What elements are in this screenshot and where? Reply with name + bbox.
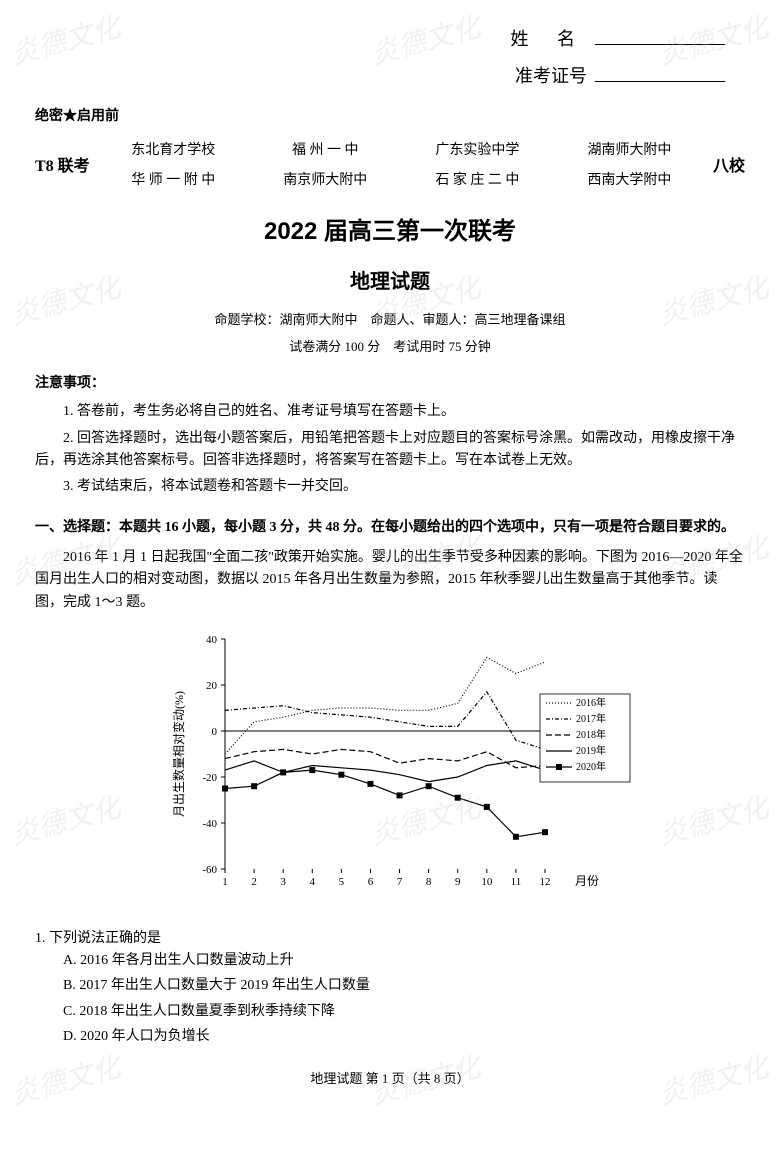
svg-text:月份: 月份 [575,874,599,888]
notice-item: 2. 回答选择题时，选出每小题答案后，用铅笔把答题卡上对应题目的答案标号涂黑。如… [35,428,745,473]
sub-title: 地理试题 [35,266,745,298]
school-name: 华 师 一 附 中 [105,170,242,192]
svg-text:2019年: 2019年 [576,744,606,757]
svg-text:-20: -20 [202,772,217,784]
header-fields: 姓 名 准考证号 [35,25,745,91]
school-name: 湖南师大附中 [561,140,698,162]
exam-label-right: 八校 [713,154,745,180]
name-label: 姓 名 [511,29,588,49]
svg-text:20: 20 [206,680,218,692]
main-title: 2022 届高三第一次联考 [35,213,745,251]
option-item: A. 2016 年各月出生人口数量波动上升 [63,950,745,972]
school-name: 西南大学附中 [561,170,698,192]
section1-title: 一、选择题：本题共 16 小题，每小题 3 分，共 48 分。在每小题给出的四个… [35,517,745,539]
svg-text:月出生数量相对变动(%): 月出生数量相对变动(%) [171,691,186,817]
svg-text:12: 12 [540,876,551,888]
option-item: C. 2018 年出生人口数量夏季到秋季持续下降 [63,1001,745,1023]
svg-text:2017年: 2017年 [576,712,606,725]
page-footer: 地理试题 第 1 页（共 8 页） [35,1069,745,1090]
q1-options: A. 2016 年各月出生人口数量波动上升 B. 2017 年出生人口数量大于 2… [35,950,745,1049]
school-name: 广东实验中学 [409,140,546,162]
info-author: 命题学校：湖南师大附中 命题人、审题人：高三地理备课组 [35,310,745,331]
svg-text:10: 10 [481,876,493,888]
option-item: D. 2020 年人口为负增长 [63,1026,745,1048]
school-name: 福 州 一 中 [257,140,394,162]
name-field: 姓 名 [35,25,725,54]
svg-text:1: 1 [222,876,228,888]
school-name: 东北育才学校 [105,140,242,162]
birth-chart: -60-40-2002040123456789101112月份月出生数量相对变动… [165,624,645,904]
q1-stem: 1. 下列说法正确的是 [35,928,745,950]
svg-text:2016年: 2016年 [576,696,606,709]
svg-text:7: 7 [397,876,403,888]
option-item: B. 2017 年出生人口数量大于 2019 年出生人口数量 [63,975,745,997]
svg-text:4: 4 [310,876,316,888]
svg-text:9: 9 [455,876,461,888]
info-score: 试卷满分 100 分 考试用时 75 分钟 [35,337,745,358]
svg-text:-60: -60 [202,864,217,876]
svg-text:11: 11 [511,876,522,888]
svg-text:2: 2 [251,876,257,888]
svg-text:0: 0 [212,726,218,738]
exam-schools-row: T8 联考 东北育才学校福 州 一 中广东实验中学湖南师大附中华 师 一 附 中… [35,140,745,193]
notice-item: 3. 考试结束后，将本试题卷和答题卡一并交回。 [35,476,745,498]
svg-text:6: 6 [368,876,374,888]
exam-label-left: T8 联考 [35,154,90,180]
notice-item: 1. 答卷前，考生务必将自己的姓名、准考证号填写在答题卡上。 [35,401,745,423]
svg-text:8: 8 [426,876,432,888]
confidential-label: 绝密★启用前 [35,106,745,128]
svg-text:40: 40 [206,634,218,646]
svg-text:5: 5 [339,876,345,888]
svg-text:2018年: 2018年 [576,728,606,741]
notice-label: 注意事项： [35,373,745,395]
svg-text:3: 3 [280,876,286,888]
passage1: 2016 年 1 月 1 日起我国"全面二孩"政策开始实施。婴儿的出生季节受多种… [35,547,745,614]
svg-text:-40: -40 [202,818,217,830]
id-label: 准考证号 [515,66,587,86]
schools-grid: 东北育才学校福 州 一 中广东实验中学湖南师大附中华 师 一 附 中南京师大附中… [105,140,698,193]
chart-container: -60-40-2002040123456789101112月份月出生数量相对变动… [35,624,745,912]
id-blank [595,81,725,82]
notices-list: 1. 答卷前，考生务必将自己的姓名、准考证号填写在答题卡上。 2. 回答选择题时，… [35,401,745,499]
svg-text:2020年: 2020年 [576,760,606,773]
id-field: 准考证号 [35,62,725,91]
school-name: 南京师大附中 [257,170,394,192]
school-name: 石 家 庄 二 中 [409,170,546,192]
name-blank [595,44,725,45]
